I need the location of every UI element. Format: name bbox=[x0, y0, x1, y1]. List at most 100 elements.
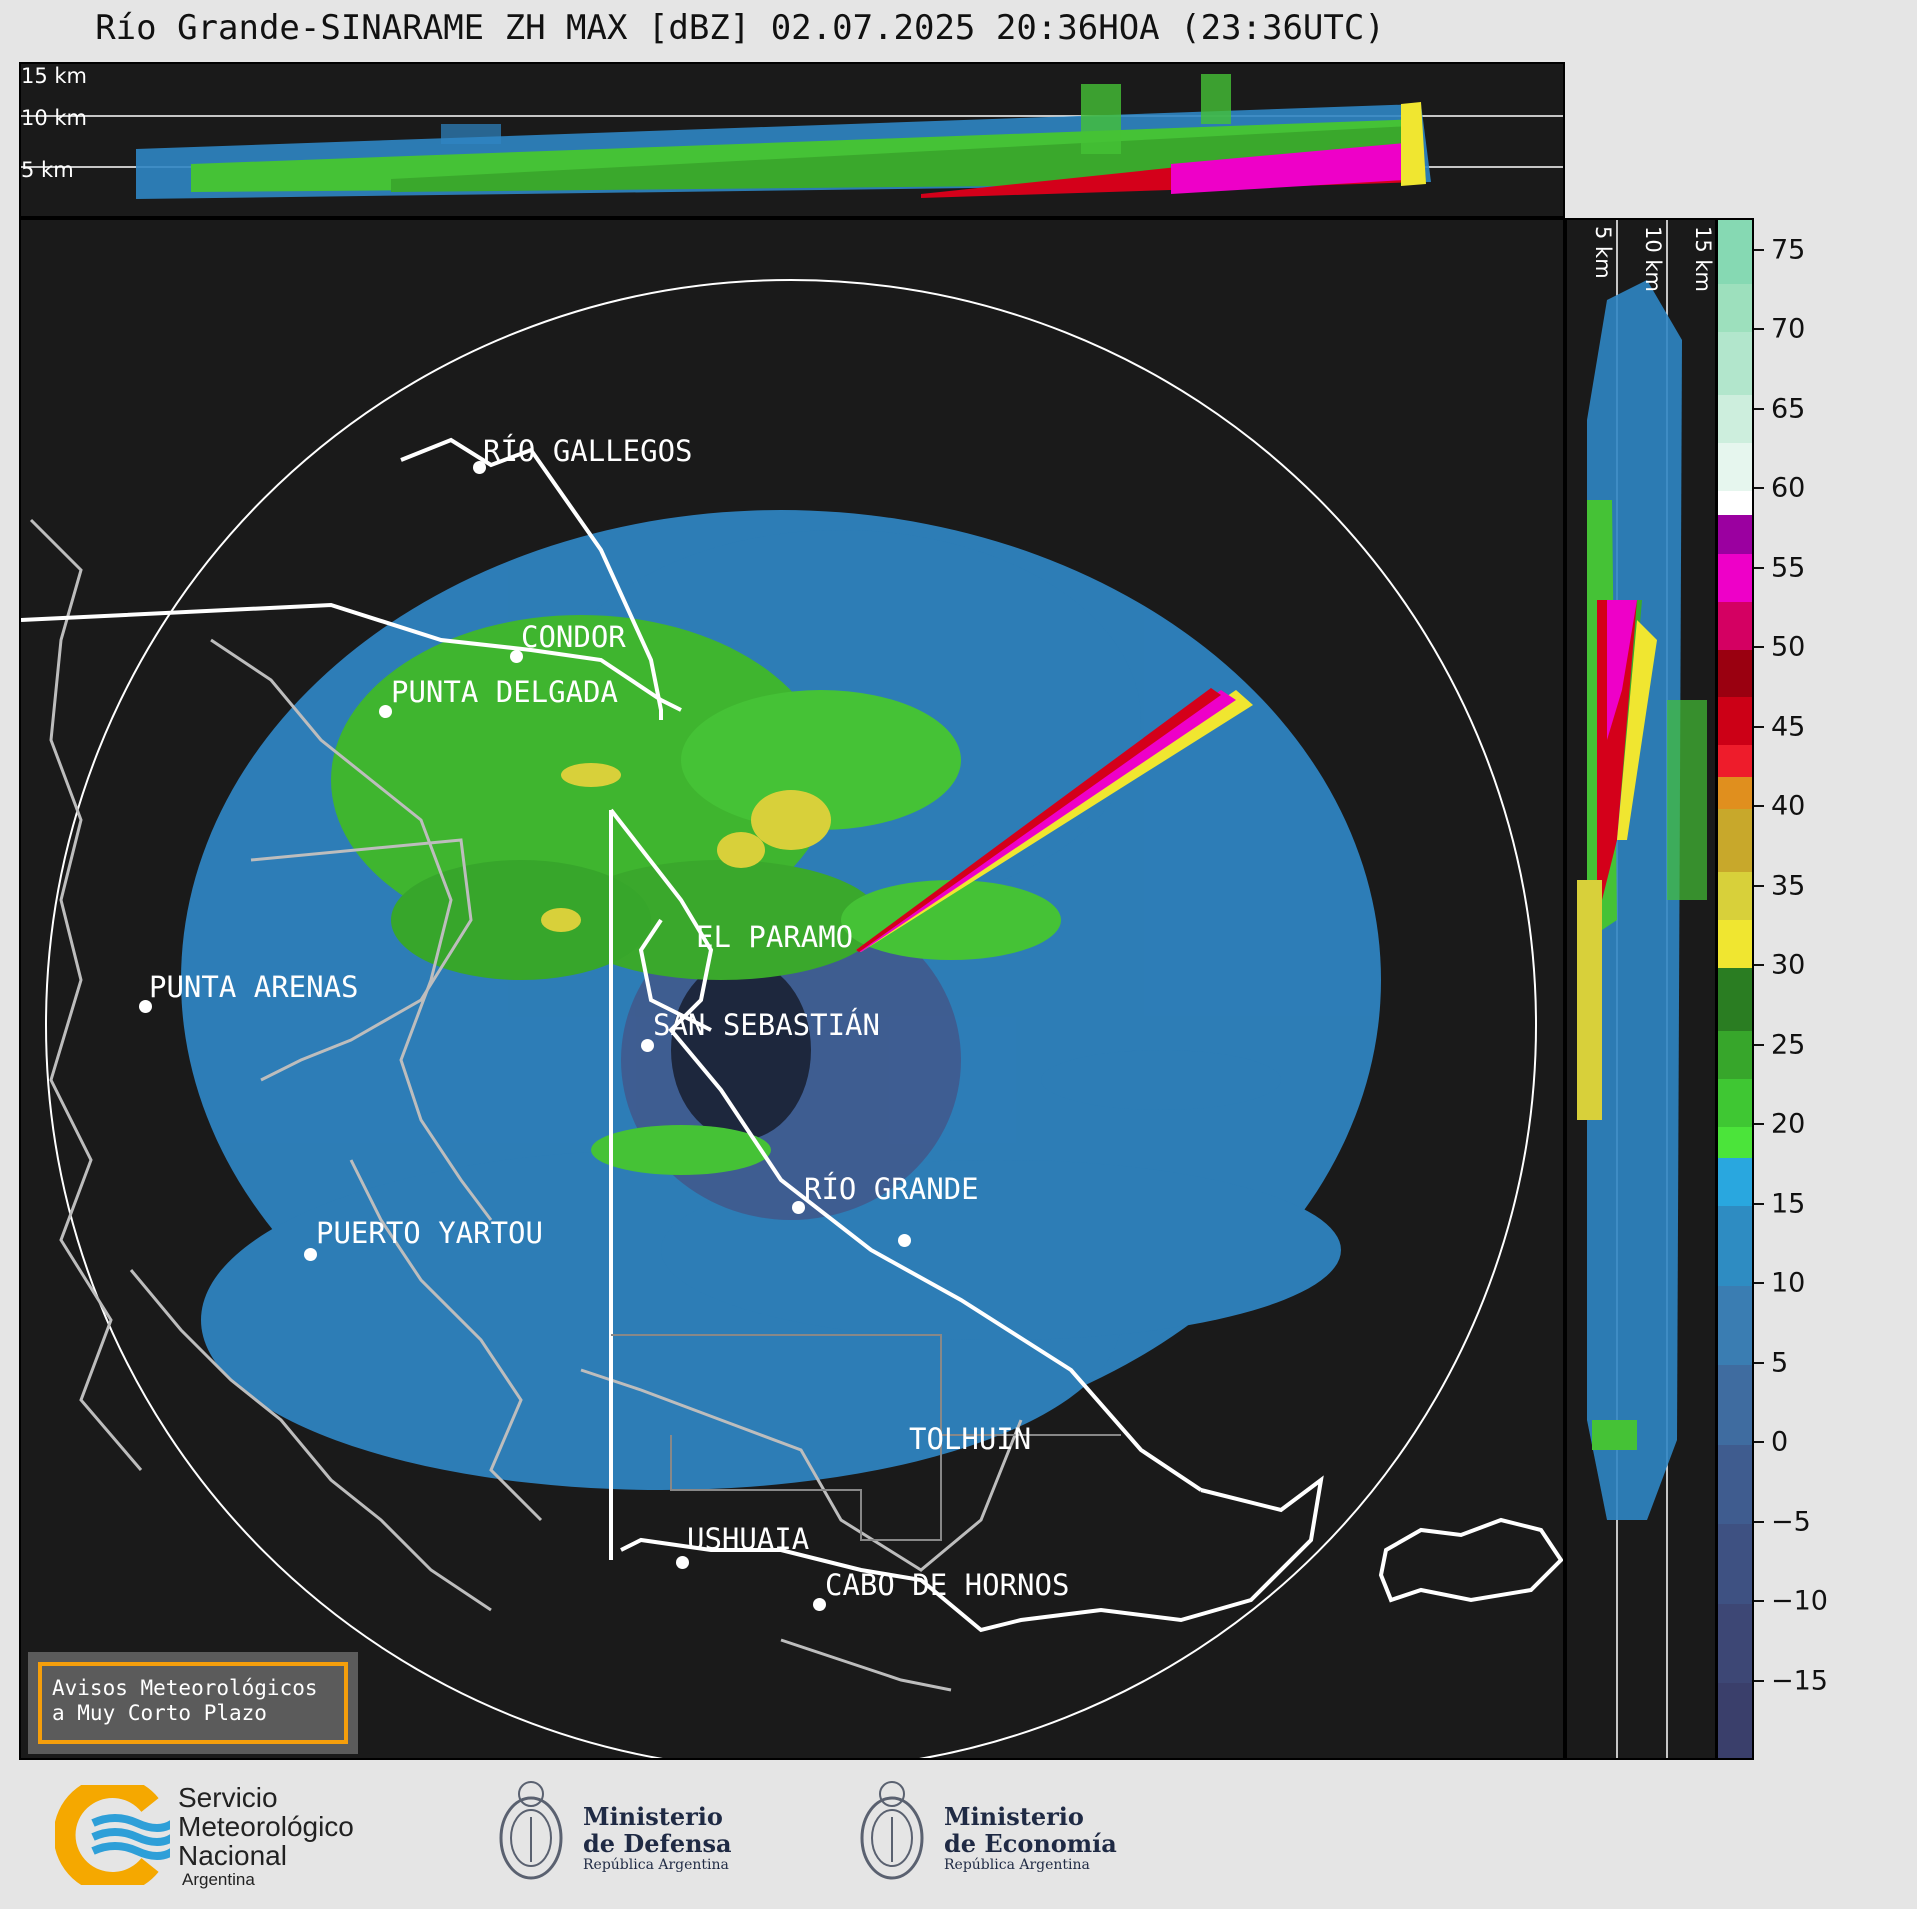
colorbar-band bbox=[1718, 442, 1752, 491]
city-dot-tolhuin bbox=[898, 1234, 911, 1247]
colorbar-band bbox=[1718, 967, 1752, 1032]
colorbar-band bbox=[1718, 1682, 1752, 1758]
colorbar-tick bbox=[1754, 884, 1764, 887]
colorbar-tick bbox=[1754, 646, 1764, 649]
colorbar-band bbox=[1718, 553, 1752, 603]
economia-logo-text: Ministerio de Economía República Argenti… bbox=[944, 1803, 1117, 1873]
city-dot-ushuaia bbox=[676, 1556, 689, 1569]
height-label-10km-side: 10 km bbox=[1641, 226, 1665, 293]
defensa-line-3: República Argentina bbox=[583, 1857, 729, 1873]
colorbar-band bbox=[1718, 283, 1752, 332]
city-label-cabo-de-hornos: CABO DE HORNOS bbox=[825, 1568, 1070, 1602]
colorbar-tick bbox=[1754, 407, 1764, 410]
echo-spike bbox=[856, 688, 1253, 952]
echo-yellow bbox=[541, 763, 831, 932]
city-dot-cabo-de-hornos bbox=[813, 1598, 826, 1611]
colorbar-tick-label: 70 bbox=[1771, 313, 1806, 345]
colorbar-tick bbox=[1754, 1679, 1764, 1682]
range-ring bbox=[45, 279, 1537, 1758]
colorbar-band bbox=[1718, 696, 1752, 746]
colorbar-band bbox=[1718, 808, 1752, 873]
city-dot-rio-gallegos bbox=[473, 461, 486, 474]
colorbar-tick-label: −5 bbox=[1771, 1506, 1811, 1538]
city-label-puerto-yartou: PUERTO YARTOU bbox=[316, 1216, 543, 1250]
colorbar-tick-label: 35 bbox=[1771, 870, 1806, 902]
top-height-profile-panel: 15 km 10 km 5 km bbox=[19, 62, 1565, 218]
colorbar-tick-label: −15 bbox=[1771, 1665, 1828, 1696]
colorbar-tick-label: 60 bbox=[1771, 472, 1806, 504]
colorbar-tick bbox=[1754, 805, 1764, 808]
city-label-punta-delgada: PUNTA DELGADA bbox=[391, 675, 618, 709]
colorbar-tick-label: 40 bbox=[1771, 790, 1806, 822]
smn-logo-text: Servicio Meteorológico Nacional Argentin… bbox=[178, 1783, 354, 1890]
colorbar-tick-label: 25 bbox=[1771, 1029, 1806, 1061]
radar-map: RÍO GALLEGOS CONDOR PUNTA DELGADA EL PAR… bbox=[19, 218, 1565, 1760]
colorbar-band bbox=[1718, 1523, 1752, 1604]
colorbar-tick-label: 10 bbox=[1771, 1267, 1806, 1299]
city-label-ushuaia: USHUAIA bbox=[687, 1522, 810, 1556]
defensa-line-1: Ministerio bbox=[583, 1802, 723, 1831]
colorbar-tick-label: 0 bbox=[1771, 1426, 1789, 1458]
defensa-seal-icon bbox=[499, 1781, 563, 1880]
smn-line-4: Argentina bbox=[182, 1870, 255, 1889]
colorbar-band bbox=[1718, 331, 1752, 396]
colorbar-band bbox=[1718, 490, 1752, 515]
colorbar-tick bbox=[1754, 1282, 1764, 1285]
colorbar-band bbox=[1718, 1205, 1752, 1286]
city-dot-puerto-yartou bbox=[304, 1248, 317, 1261]
economia-line-3: República Argentina bbox=[944, 1857, 1090, 1873]
colorbar-tick bbox=[1754, 1123, 1764, 1126]
city-label-rio-gallegos: RÍO GALLEGOS bbox=[483, 434, 693, 468]
colorbar-tick bbox=[1754, 1600, 1764, 1603]
colorbar-tick bbox=[1754, 487, 1764, 490]
colorbar-band bbox=[1718, 601, 1752, 650]
colorbar-tick bbox=[1754, 1441, 1764, 1444]
defensa-logo-text: Ministerio de Defensa República Argentin… bbox=[583, 1803, 732, 1873]
city-dot-condor bbox=[510, 650, 523, 663]
colorbar-tick bbox=[1754, 964, 1764, 967]
colorbar-tick bbox=[1754, 328, 1764, 331]
page-title: Río Grande-SINARAME ZH MAX [dBZ] 02.07.2… bbox=[95, 8, 1385, 48]
colorbar-tick-label: 5 bbox=[1771, 1347, 1789, 1379]
city-label-rio-grande: RÍO GRANDE bbox=[804, 1172, 979, 1206]
smn-line-3: Nacional bbox=[178, 1840, 287, 1871]
height-label-10km: 10 km bbox=[21, 106, 88, 130]
smn-line-2: Meteorológico bbox=[178, 1811, 354, 1842]
city-label-tolhuin: TOLHUIN bbox=[909, 1422, 1032, 1456]
height-label-15km: 15 km bbox=[21, 64, 88, 88]
colorbar-tick bbox=[1754, 1520, 1764, 1523]
height-label-5km: 5 km bbox=[21, 158, 74, 182]
reflectivity-colorbar bbox=[1716, 218, 1754, 1760]
colorbar-band bbox=[1718, 1157, 1752, 1207]
coastlines bbox=[29, 518, 1023, 1692]
colorbar-tick-label: 30 bbox=[1771, 949, 1806, 981]
colorbar-band bbox=[1718, 514, 1752, 555]
city-label-san-sebastian: SAN SEBASTIÁN bbox=[653, 1008, 880, 1042]
colorbar-band bbox=[1718, 220, 1752, 285]
radar-map-canvas bbox=[21, 279, 1563, 1758]
alert-line-1: Avisos Meteorológicos bbox=[52, 1676, 318, 1700]
colorbar-band bbox=[1718, 394, 1752, 444]
colorbar-band bbox=[1718, 1030, 1752, 1079]
colorbar-tick bbox=[1754, 725, 1764, 728]
smn-line-1: Servicio bbox=[178, 1782, 278, 1813]
colorbar-band bbox=[1718, 1126, 1752, 1159]
colorbar-band bbox=[1718, 649, 1752, 698]
economia-line-2: de Economía bbox=[944, 1829, 1117, 1858]
alert-box: Avisos Meteorológicos a Muy Corto Plazo bbox=[28, 1652, 358, 1754]
colorbar-tick-label: 65 bbox=[1771, 393, 1806, 425]
city-dot-san-sebastian bbox=[641, 1039, 654, 1052]
smn-logo-icon bbox=[55, 1785, 170, 1885]
economia-seal-icon bbox=[860, 1781, 924, 1880]
colorbar-tick bbox=[1754, 1043, 1764, 1046]
city-label-punta-arenas: PUNTA ARENAS bbox=[149, 970, 359, 1004]
colorbar-tick-label: 75 bbox=[1771, 234, 1806, 266]
colorbar-tick bbox=[1754, 248, 1764, 251]
city-dot-punta-delgada bbox=[379, 705, 392, 718]
colorbar-tick-label: 50 bbox=[1771, 631, 1806, 663]
colorbar-band bbox=[1718, 744, 1752, 777]
colorbar-tick-label: 15 bbox=[1771, 1188, 1806, 1220]
borders bbox=[21, 437, 1563, 1633]
colorbar-tick-label: 20 bbox=[1771, 1108, 1806, 1140]
colorbar-tick-label: 55 bbox=[1771, 552, 1806, 584]
